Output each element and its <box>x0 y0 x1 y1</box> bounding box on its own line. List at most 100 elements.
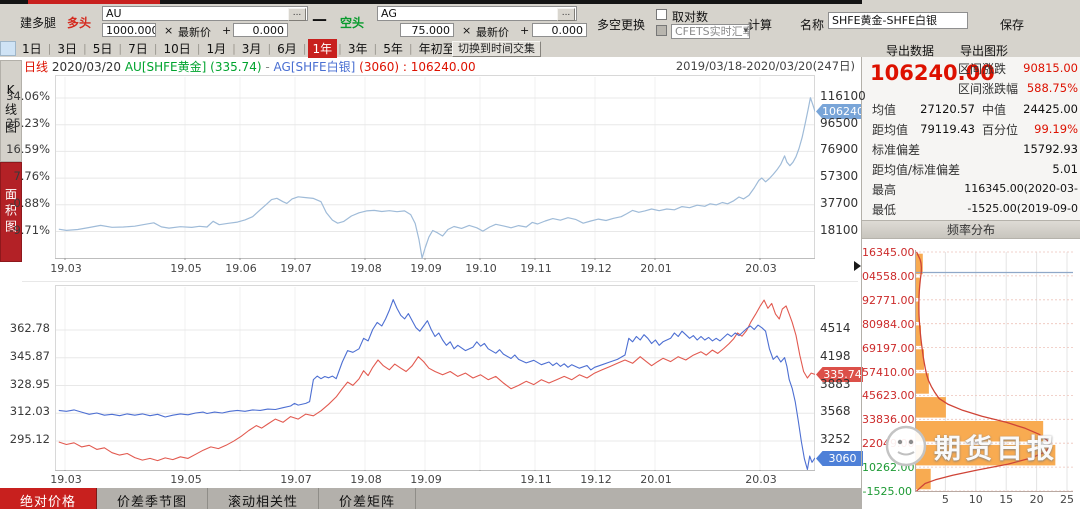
tab-divider: | <box>153 42 158 55</box>
long-symbol-browse-button[interactable]: ... <box>288 8 306 21</box>
stat-dist-mean-label: 距均值 <box>872 123 909 137</box>
chart-freq-label: 日线 <box>24 60 49 74</box>
legs-xaxis-label: 20.03 <box>745 473 777 486</box>
period-tab-7日[interactable]: 7日 <box>128 42 148 56</box>
fx-checkbox[interactable] <box>656 25 667 36</box>
stat-low-value: -1525.00(2019-09-0 <box>967 202 1078 215</box>
save-button[interactable]: 保存 <box>1000 18 1025 32</box>
export-chart-button[interactable]: 导出图形 <box>960 44 1009 58</box>
spread-result-value: : 106240.00 <box>402 60 476 74</box>
frequency-histogram-plot[interactable] <box>915 250 1073 495</box>
name-input[interactable]: SHFE黄金-SHFE白银 <box>828 12 968 29</box>
spread-xaxis-label: 19.11 <box>520 262 552 275</box>
legs-xaxis-label: 19.05 <box>170 473 202 486</box>
export-data-button[interactable]: 导出数据 <box>886 44 935 58</box>
hist-xaxis-label: 5 <box>941 493 949 506</box>
spread-chart-plot[interactable] <box>55 75 815 260</box>
stat-high-label: 最高 <box>872 183 897 197</box>
long-last-price-label[interactable]: 最新价 <box>178 26 211 39</box>
hist-bin-label: 04558.00 <box>862 269 915 283</box>
period-tab-1年[interactable]: 1年 <box>307 39 338 58</box>
period-tab-3月[interactable]: 3月 <box>241 42 262 56</box>
spread-xaxis-label: 19.09 <box>410 262 442 275</box>
legs-xaxis-label: 19.09 <box>410 473 442 486</box>
legs-yaxis-left-label: 312.03 <box>9 404 50 419</box>
period-tab-10日[interactable]: 10日 <box>163 42 191 56</box>
stats-panel <box>862 57 1080 220</box>
stat-mean-label: 均值 <box>872 103 897 117</box>
bottom-tab-绝对价格[interactable]: 绝对价格 <box>0 488 98 509</box>
legs-yaxis-left-label: 328.95 <box>9 376 50 391</box>
period-bar: 1日 | 3日 | 5日 | 7日 | 10日 | 1月 | 3月 | 6月 | 1年 | 3年 | 5年 | 年初至今 切… <box>0 39 1080 58</box>
spread-yaxis-left-label: 34.06% <box>6 89 50 103</box>
spread-xaxis-label: 20.01 <box>640 262 672 275</box>
period-tab-5日[interactable]: 5日 <box>92 42 113 56</box>
stat-dist-std-value: 5.01 <box>1052 162 1078 176</box>
short-symbol-browse-button[interactable]: ... <box>557 8 575 21</box>
legs-yaxis-right-label: 3252 <box>820 432 851 446</box>
legs-chart-plot[interactable] <box>55 285 815 471</box>
log-checkbox-label: 取对数 <box>672 10 709 24</box>
splitter-arrow-icon[interactable] <box>854 261 861 271</box>
hist-xaxis-label: 25 <box>1060 493 1074 506</box>
sidebar-item-kline[interactable]: K线图 <box>0 60 22 162</box>
period-tab-1日[interactable]: 1日 <box>22 42 42 56</box>
period-tab-6月[interactable]: 6月 <box>277 42 297 56</box>
spread-xaxis-label: 19.10 <box>465 262 497 275</box>
bottom-tab-价差季节图[interactable]: 价差季节图 <box>97 488 209 509</box>
bottom-tab-价差矩阵[interactable]: 价差矩阵 <box>319 488 417 509</box>
spread-xaxis-label: 19.08 <box>350 262 382 275</box>
calculate-button[interactable]: 计算 <box>748 18 773 32</box>
tab-divider: | <box>232 42 236 55</box>
frequency-distribution-header: 频率分布 <box>862 220 1080 239</box>
short-symbol-input[interactable]: AG <box>377 6 577 21</box>
long-symbol-input[interactable]: AU <box>102 6 308 21</box>
spread-xaxis-label: 19.06 <box>225 262 257 275</box>
spread-current-badge: 106240 <box>816 104 863 119</box>
tab-divider: | <box>302 42 307 55</box>
tab-divider: | <box>267 42 272 55</box>
long-offset-input[interactable]: 0.000 <box>233 23 288 37</box>
period-tab-3日[interactable]: 3日 <box>57 42 77 56</box>
spread-yaxis-left-label: -9.71% <box>9 222 50 237</box>
legs-yaxis-right-label: 3883 <box>820 376 851 391</box>
log-checkbox[interactable] <box>656 9 667 20</box>
stat-low-label: 最低 <box>872 203 897 217</box>
leg2-name: AG[SHFE白银] <box>273 60 356 74</box>
hist-bin-label: 10262.00 <box>862 461 915 475</box>
leg1-name: AU[SHFE黄金] <box>124 60 207 74</box>
window-top-strip <box>0 0 862 4</box>
corner-swatch <box>0 41 16 56</box>
short-offset-input[interactable]: 0.000 <box>532 23 587 37</box>
period-tabs: 1日 | 3日 | 5日 | 7日 | 10日 | 1月 | 3月 | 6月 | 1年 | 3年 | 5年 | 年初至今 <box>17 39 472 58</box>
period-tab-3年[interactable]: 3年 <box>347 42 368 56</box>
bottom-tab-滚动相关性[interactable]: 滚动相关性 <box>208 488 320 509</box>
stat-median-value: 24425.00 <box>1023 102 1078 116</box>
spread-xaxis-label: 19.03 <box>50 262 82 275</box>
panel-separator[interactable] <box>861 57 862 509</box>
stat-std-value: 15792.93 <box>1023 142 1078 156</box>
spread-xaxis-label: 20.03 <box>745 262 777 275</box>
stat-range-change-value: 90815.00 <box>1023 61 1078 75</box>
tab-divider: | <box>47 42 52 55</box>
sidebar-item-area[interactable]: 面积图 <box>0 162 22 262</box>
stat-percentile-label: 百分位 <box>982 123 1019 137</box>
short-last-price-label[interactable]: 最新价 <box>476 26 509 39</box>
period-tab-5年[interactable]: 5年 <box>383 42 403 56</box>
build-leg-label: 建多腿 <box>20 16 57 30</box>
period-tab-1月[interactable]: 1月 <box>206 42 227 56</box>
short-leg-label: 空头 <box>340 16 365 30</box>
au-current-badge: 335.74 <box>816 367 863 382</box>
swap-long-short-button[interactable]: 多空更换 <box>597 18 646 32</box>
short-qty-input[interactable]: 75.000 <box>400 23 454 37</box>
fx-rate-dropdown[interactable]: CFETS实时汇率 ▾ <box>671 24 750 39</box>
stat-mean-value: 27120.57 <box>920 102 975 116</box>
spread-yaxis-left-label: 7.76% <box>13 169 50 184</box>
tab-divider: | <box>118 42 123 55</box>
long-qty-input[interactable]: 1000.000 <box>102 23 156 37</box>
window-top-strip-right <box>862 0 1080 4</box>
switch-time-intersection-button[interactable]: 切换到时间交集 <box>452 41 541 57</box>
stat-range-change-pct-value: 588.75% <box>1026 81 1078 95</box>
legs-yaxis-left-label: 345.87 <box>9 348 50 363</box>
